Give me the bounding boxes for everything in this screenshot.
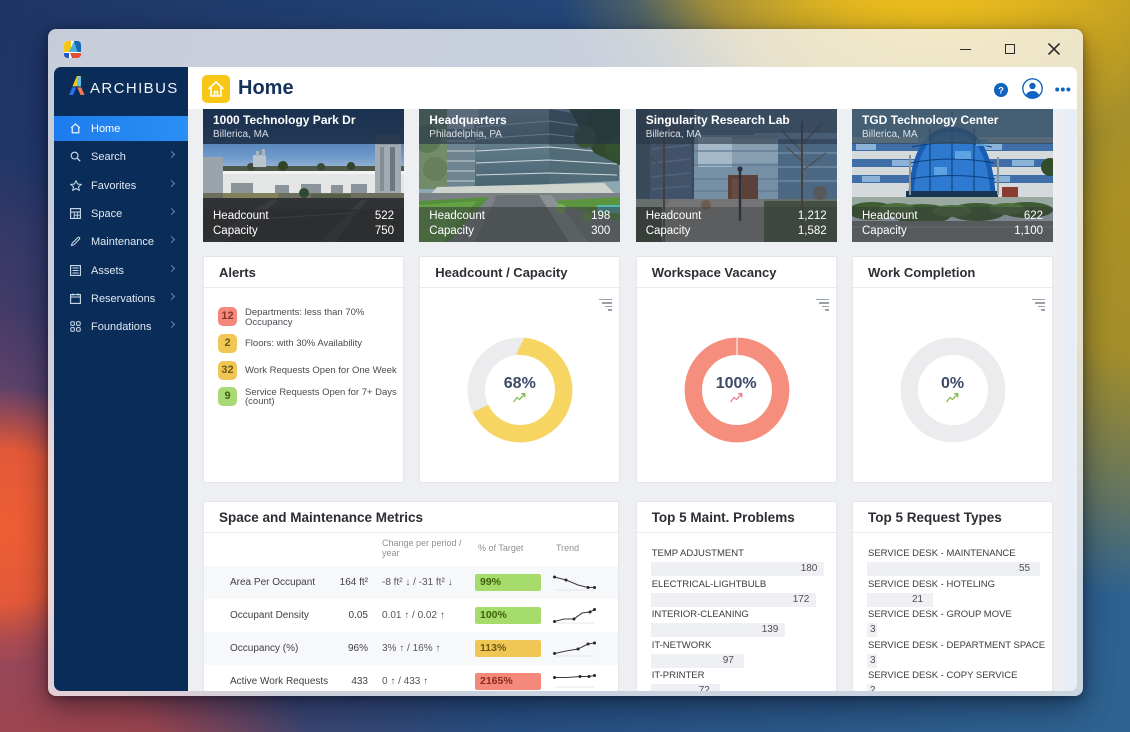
- svg-text:?: ?: [998, 85, 1004, 96]
